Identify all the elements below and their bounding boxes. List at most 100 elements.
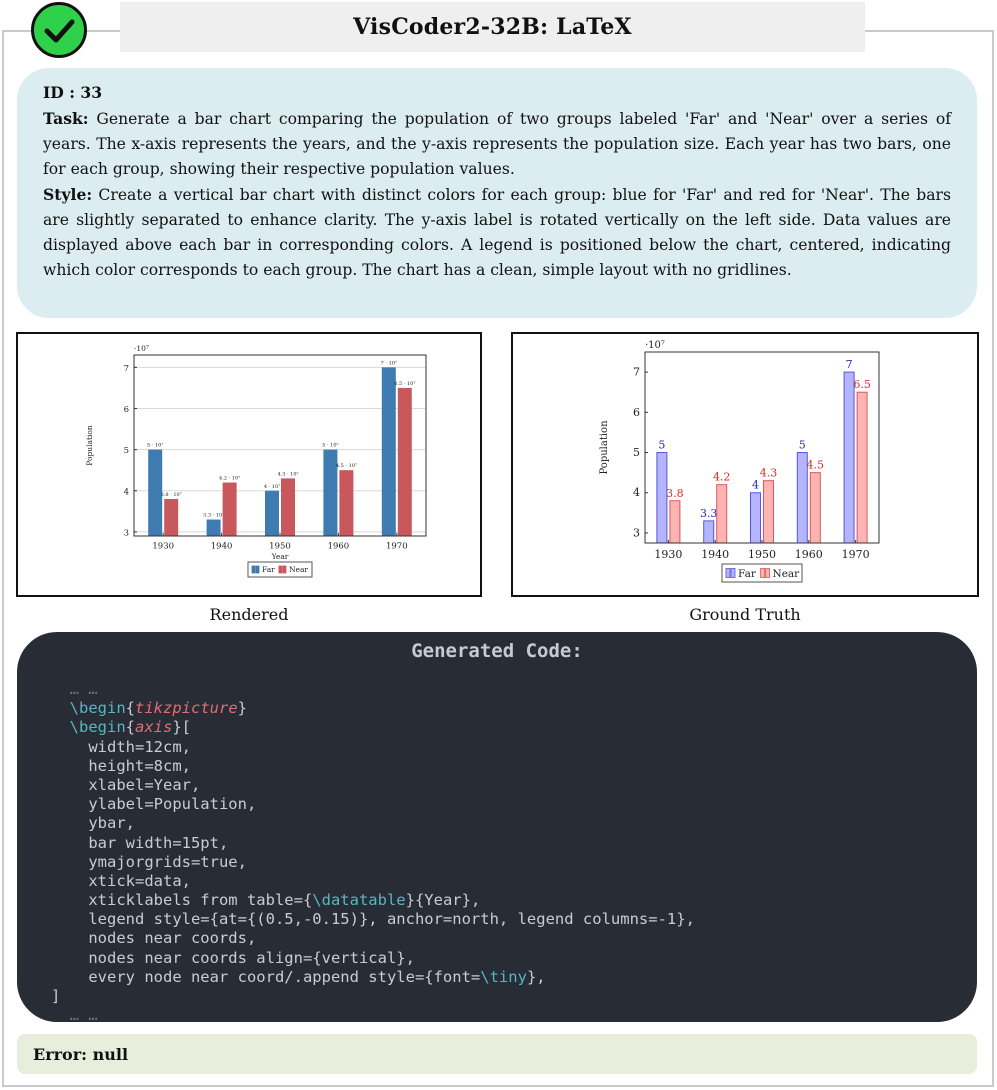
bar-far-1930	[148, 449, 163, 536]
error-panel: Error: null	[17, 1034, 977, 1074]
code-text: nodes near coords,	[88, 929, 257, 948]
legend-swatch-near	[760, 568, 765, 578]
code-header: Generated Code:	[411, 640, 583, 662]
code-text: height=8cm,	[88, 756, 191, 775]
data-label: 4.2	[713, 471, 731, 484]
data-label: 3.3	[700, 507, 718, 520]
bar-far-1970	[381, 367, 396, 536]
code-line: legend style={at={(0.5,-0.15)}, anchor=n…	[51, 910, 695, 929]
x-tick-label: 1960	[328, 542, 350, 552]
x-tick-label: 1940	[701, 548, 729, 561]
y-tick-label: 6	[124, 405, 129, 415]
error-text: Error: null	[33, 1044, 129, 1064]
ground-truth-chart-frame: 5 3.3 4 5 7 3.8 4.2 4.3 4.5 6.5 3 4 5 6 7 1930 1940 1950 1…	[511, 332, 979, 597]
code-env-name: axis	[135, 718, 173, 737]
data-label: 7 · 10⁷	[381, 360, 397, 366]
x-tick-label: 1930	[152, 542, 174, 552]
x-tick-label: 1950	[269, 542, 291, 552]
legend-label-near: Near	[773, 568, 801, 580]
legend-swatch-near	[765, 568, 770, 578]
code-keyword: \begin	[69, 718, 126, 737]
bar-near-1960	[339, 470, 354, 536]
code-text: ylabel=Population,	[88, 795, 257, 814]
code-line: nodes near coords,	[51, 929, 695, 948]
code-line: xtick=data,	[51, 872, 695, 891]
x-tick-label: 1970	[842, 548, 870, 561]
data-label: 4.3	[760, 467, 778, 480]
code-line: … …	[51, 1006, 695, 1025]
rendered-caption: Rendered	[209, 605, 289, 624]
rendered-chart: 5 · 10⁷ 3.3 · 10⁷ 4 · 10⁷ 5 · 10⁷ 7 · 10⁷ 3.8…	[85, 344, 427, 578]
code-text: },	[526, 967, 546, 986]
code-line: xticklabels from table={\datatable}{Year…	[51, 891, 695, 910]
legend-label-far: Far	[738, 568, 757, 580]
style-text: Create a vertical bar chart with distinc…	[43, 186, 951, 279]
success-check-icon	[31, 2, 87, 58]
y-tick-label: 3	[633, 526, 640, 539]
code-text: xticklabels from table={	[88, 891, 313, 910]
task-label: Task:	[43, 109, 89, 128]
y-tick-label: 7	[633, 366, 640, 379]
bar-near-1950	[281, 478, 295, 536]
code-ellipsis: … …	[69, 1006, 98, 1025]
task-id: ID : 33	[43, 83, 103, 102]
data-label: 4	[752, 479, 759, 492]
style-label: Style:	[43, 185, 93, 204]
y-multiplier: ·10⁷	[645, 340, 665, 351]
code-text: xlabel=Year,	[88, 775, 201, 794]
data-label: 5 · 10⁷	[147, 443, 163, 449]
data-label: 5	[658, 439, 665, 452]
legend-swatch-near	[278, 565, 283, 574]
bar-near-1930	[164, 498, 179, 536]
y-tick-label: 3	[124, 528, 129, 538]
page-title: VisCoder2-32B: LaTeX	[353, 14, 632, 40]
code-text: ]	[51, 987, 61, 1005]
code-keyword: \datatable	[312, 891, 406, 910]
legend-swatch-far	[725, 568, 731, 578]
legend-label-far: Far	[262, 565, 275, 574]
y-multiplier: ·10⁷	[134, 344, 149, 353]
code-line: ymajorgrids=true,	[51, 853, 695, 872]
data-label: 3.8 · 10⁷	[161, 492, 182, 498]
code-text: bar width=15pt,	[88, 833, 229, 852]
code-ellipsis: … …	[69, 680, 98, 698]
code-text: ymajorgrids=true,	[88, 852, 247, 871]
y-tick-label: 5	[124, 446, 129, 456]
bar-far-1960	[323, 449, 338, 536]
legend-label-near: Near	[289, 565, 308, 574]
legend-swatch-far	[251, 565, 256, 574]
rendered-chart-frame: 5 · 10⁷ 3.3 · 10⁷ 4 · 10⁷ 5 · 10⁷ 7 · 10⁷ 3.8…	[16, 332, 482, 597]
bar-far-1950	[265, 490, 279, 536]
bar-far-1940	[206, 519, 221, 536]
code-text: legend style={at={(0.5,-0.15)}, anchor=n…	[88, 910, 695, 929]
x-tick-label: 1960	[795, 548, 823, 561]
y-tick-label: 7	[124, 364, 129, 374]
data-label: 6.5	[853, 378, 871, 391]
code-keyword: \begin	[69, 699, 126, 718]
data-label: 4.3 · 10⁷	[277, 471, 298, 477]
code-line: ylabel=Population,	[51, 795, 695, 814]
ground-truth-caption: Ground Truth	[689, 605, 801, 624]
x-axis-label: Year	[271, 552, 289, 561]
code-block: … … \begin{tikzpicture} \begin{axis}[ wi…	[51, 680, 695, 1025]
bar-near-1960	[809, 472, 821, 544]
bar-far-1950	[750, 492, 761, 544]
x-tick-label: 1970	[386, 542, 408, 552]
bar-near-1940	[716, 484, 728, 544]
generated-code-panel: Generated Code: … … \begin{tikzpicture} …	[17, 632, 977, 1025]
data-label: 5	[799, 439, 806, 452]
code-line: ybar,	[51, 814, 695, 833]
legend-swatch-far	[730, 568, 736, 578]
code-text: nodes near coords align={vertical},	[88, 948, 415, 967]
bar-near-1940	[222, 482, 237, 536]
data-label: 7	[846, 358, 853, 371]
code-line: every node near coord/.append style={fon…	[51, 968, 695, 987]
x-tick-label: 1940	[211, 542, 233, 552]
code-text: ybar,	[88, 814, 135, 833]
code-line: \begin{tikzpicture}	[69, 699, 248, 718]
task-text: Generate a bar chart comparing the popul…	[43, 110, 951, 178]
data-label: 4.2 · 10⁷	[219, 476, 240, 482]
data-label: 5 · 10⁷	[322, 443, 338, 449]
code-text: width=12cm,	[88, 737, 191, 756]
y-axis-label: Population	[85, 425, 94, 466]
